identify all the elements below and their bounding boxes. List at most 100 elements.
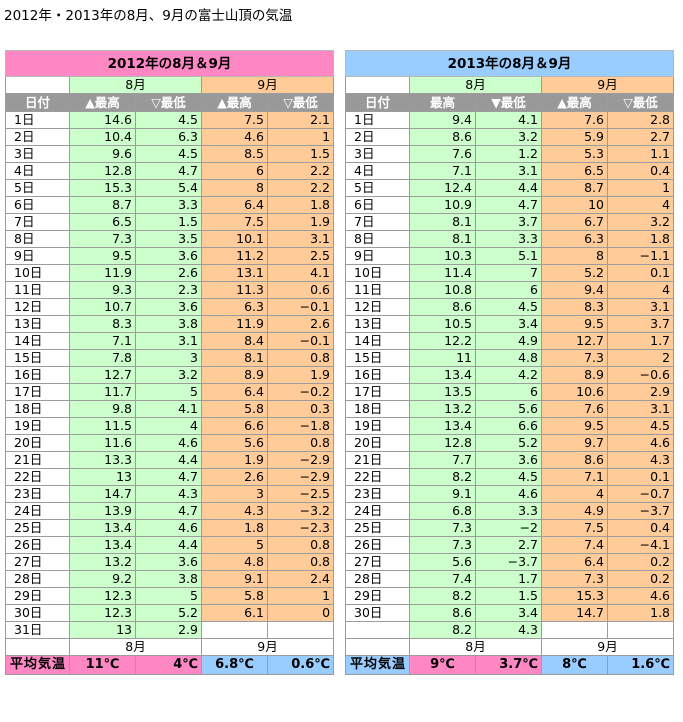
sep-max-cell: 7.3 — [541, 349, 608, 367]
day-cell: 28日 — [5, 570, 70, 588]
footer-month-label-sep: 9月 — [200, 638, 335, 656]
aug-min-cell: 6.3 — [135, 128, 202, 146]
aug-max-cell: 6.5 — [69, 213, 136, 231]
aug-min-cell: 4.7 — [135, 502, 202, 520]
sep-min-cell: −3.2 — [266, 502, 335, 520]
day-cell: 5日 — [5, 179, 70, 197]
sep-min-cell: 1 — [266, 587, 335, 605]
aug-min-cell: 4.4 — [475, 179, 542, 197]
sep-max-cell: 4 — [541, 485, 608, 503]
sep-max-cell: 6.1 — [201, 604, 268, 622]
aug-min-cell: 6 — [475, 281, 542, 299]
sep-max-cell: 5.8 — [201, 587, 268, 605]
aug-max-cell: 13.4 — [69, 536, 136, 554]
column-header-aug-max: 最高 — [409, 93, 476, 112]
day-cell: 17日 — [345, 383, 410, 401]
sep-min-cell: −2.5 — [266, 485, 335, 503]
aug-min-cell: 3.6 — [135, 553, 202, 571]
sep-max-cell: 8.1 — [201, 349, 268, 367]
sep-min-cell: 1.8 — [606, 604, 675, 622]
table-row: 1日 14.6 4.5 7.5 2.1 — [5, 111, 335, 129]
sep-min-cell: 4.6 — [606, 434, 675, 452]
day-cell: 14日 — [345, 332, 410, 350]
sep-max-cell: 4.6 — [201, 128, 268, 146]
day-cell: 19日 — [5, 417, 70, 435]
page-title: 2012年・2013年の8月、9月の富士山頂の気温 — [4, 8, 293, 24]
day-cell: 1日 — [345, 111, 410, 129]
sep-min-cell: 2.1 — [266, 111, 335, 129]
sep-max-cell: 6 — [201, 162, 268, 180]
sep-min-cell: 4 — [606, 196, 675, 214]
aug-max-cell: 13.9 — [69, 502, 136, 520]
day-cell: 2日 — [5, 128, 70, 146]
day-cell: 30日 — [345, 604, 410, 622]
sep-max-cell: 11.9 — [201, 315, 268, 333]
aug-max-cell: 12.7 — [69, 366, 136, 384]
aug-min-cell: 6.6 — [475, 417, 542, 435]
sep-max-cell — [201, 621, 268, 639]
aug-max-cell: 14.7 — [69, 485, 136, 503]
aug-max-cell: 13.2 — [409, 400, 476, 418]
sep-min-cell: −2.9 — [266, 468, 335, 486]
aug-min-cell: 3.5 — [135, 230, 202, 248]
aug-min-cell: 5.6 — [475, 400, 542, 418]
day-cell: 27日 — [345, 553, 410, 571]
aug-min-cell: 1.2 — [475, 145, 542, 163]
sep-min-cell: 0.8 — [266, 536, 335, 554]
table-row: 13日 8.3 3.8 11.9 2.6 — [5, 315, 335, 333]
day-cell: 1日 — [5, 111, 70, 129]
table-row: 25日 7.3 −2 7.5 0.4 — [345, 519, 675, 537]
sep-max-cell: 8.7 — [541, 179, 608, 197]
column-header-row: 日付 最高 ▼最低 ▲最高 ▽最低 — [345, 93, 675, 112]
table-row: 14日 12.2 4.9 12.7 1.7 — [345, 332, 675, 350]
aug-max-cell: 13 — [69, 468, 136, 486]
sep-max-cell: 9.4 — [541, 281, 608, 299]
table-row: 12日 10.7 3.6 6.3 −0.1 — [5, 298, 335, 316]
aug-max-cell: 12.8 — [69, 162, 136, 180]
table-row: 28日 7.4 1.7 7.3 0.2 — [345, 570, 675, 588]
aug-max-cell: 7.6 — [409, 145, 476, 163]
day-cell: 15日 — [345, 349, 410, 367]
sep-min-cell: 0.4 — [606, 162, 675, 180]
avg-sep-min: 1.6℃ — [606, 655, 675, 675]
sep-max-cell: 9.7 — [541, 434, 608, 452]
aug-min-cell: 2.9 — [135, 621, 202, 639]
aug-max-cell: 7.1 — [69, 332, 136, 350]
temperature-table-2013: 2013年の8月＆9月 8月 9月 日付 最高 ▼最低 ▲最高 ▽最低 1日 9.4 4.1 7.6 2… — [344, 50, 675, 675]
day-cell: 12日 — [345, 298, 410, 316]
sep-max-cell: 7.5 — [541, 519, 608, 537]
table-row: 17日 13.5 6 10.6 2.9 — [345, 383, 675, 401]
table-title: 2012年の8月＆9月 — [4, 50, 335, 77]
sep-min-cell: 1 — [606, 179, 675, 197]
table-row: 10日 11.4 7 5.2 0.1 — [345, 264, 675, 282]
sep-max-cell: 5.8 — [201, 400, 268, 418]
aug-min-cell: 3.4 — [475, 604, 542, 622]
sep-min-cell: 0.8 — [266, 434, 335, 452]
day-cell: 26日 — [345, 536, 410, 554]
aug-min-cell: 4.8 — [475, 349, 542, 367]
sep-max-cell: 8.4 — [201, 332, 268, 350]
day-cell: 28日 — [345, 570, 410, 588]
avg-aug-min: 4℃ — [135, 655, 202, 675]
aug-min-cell: 4.2 — [475, 366, 542, 384]
aug-max-cell: 8.6 — [409, 604, 476, 622]
sep-min-cell: 0.2 — [606, 570, 675, 588]
table-row: 15日 11 4.8 7.3 2 — [345, 349, 675, 367]
sep-min-cell: 3.1 — [606, 298, 675, 316]
aug-max-cell: 11.9 — [69, 264, 136, 282]
aug-max-cell: 9.1 — [409, 485, 476, 503]
aug-max-cell: 5.6 — [409, 553, 476, 571]
day-cell: 11日 — [5, 281, 70, 299]
sep-max-cell: 6.3 — [541, 230, 608, 248]
aug-min-cell: 3.2 — [135, 366, 202, 384]
sep-max-cell: 8.9 — [201, 366, 268, 384]
day-cell: 25日 — [5, 519, 70, 537]
day-cell: 14日 — [5, 332, 70, 350]
aug-min-cell: 4.5 — [135, 145, 202, 163]
sep-max-cell: 6.3 — [201, 298, 268, 316]
day-cell: 31日 — [5, 621, 70, 639]
day-cell: 7日 — [5, 213, 70, 231]
sep-min-cell: 3.1 — [606, 400, 675, 418]
aug-min-cell: 4.5 — [475, 468, 542, 486]
sep-max-cell: 7.5 — [201, 213, 268, 231]
